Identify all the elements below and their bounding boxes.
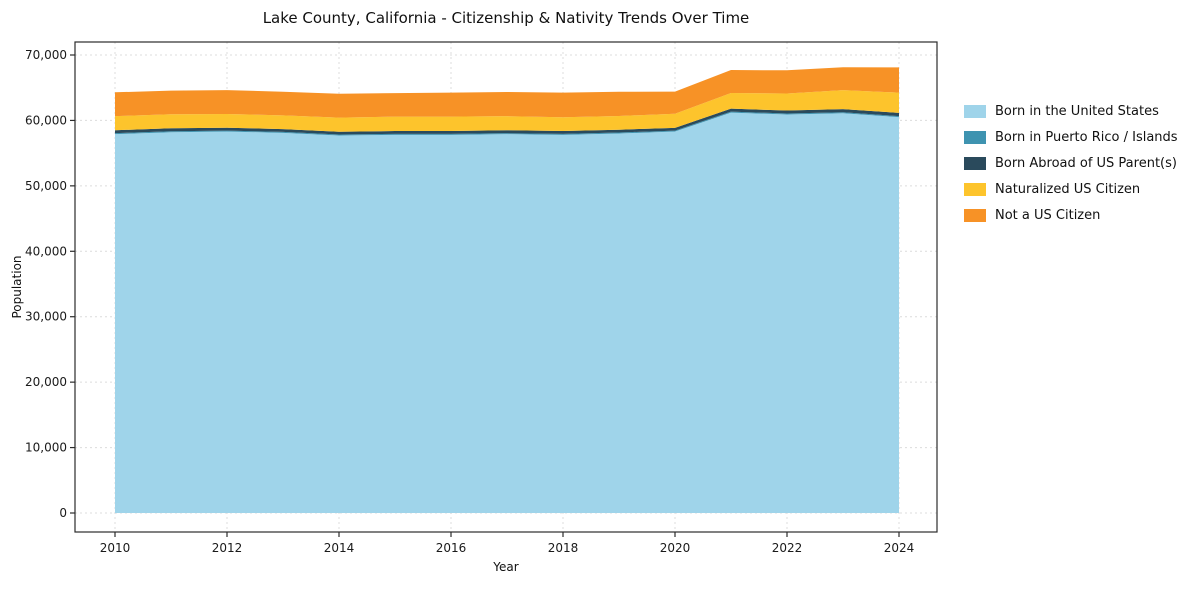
x-tick-label: 2022 <box>772 541 803 555</box>
x-tick-label: 2024 <box>884 541 915 555</box>
y-axis: 0 10,000 20,000 30,000 40,000 50,000 60,000 70,… <box>25 48 75 520</box>
series-area <box>115 67 899 118</box>
stacked-areas <box>115 67 899 513</box>
y-tick-label: 30,000 <box>25 310 67 324</box>
legend-label: Born in the United States <box>995 104 1159 119</box>
y-tick-label: 70,000 <box>25 48 67 62</box>
legend-swatch <box>964 131 986 144</box>
x-tick-label: 2010 <box>100 541 131 555</box>
chart-title: Lake County, California - Citizenship & … <box>262 9 750 27</box>
legend-item: Born in Puerto Rico / Islands <box>964 130 1178 145</box>
x-axis-label: Year <box>493 560 519 574</box>
y-tick-label: 60,000 <box>25 113 67 127</box>
legend-item: Born in the United States <box>964 104 1178 119</box>
legend-label: Naturalized US Citizen <box>995 182 1141 197</box>
x-tick-label: 2018 <box>548 541 579 555</box>
x-axis: 2010 2012 2014 2016 2018 2020 2022 2024 <box>100 532 915 555</box>
y-tick-label: 10,000 <box>25 441 67 455</box>
legend-swatch <box>964 209 986 222</box>
legend-label: Born Abroad of US Parent(s) <box>995 156 1177 171</box>
legend: Born in the United States Born in Puerto … <box>958 100 1184 227</box>
x-tick-label: 2014 <box>324 541 355 555</box>
legend-item: Born Abroad of US Parent(s) <box>964 156 1178 171</box>
plot-border <box>74 41 938 533</box>
series-area <box>115 112 899 513</box>
legend-label: Born in Puerto Rico / Islands <box>995 130 1178 145</box>
y-tick-label: 0 <box>59 506 67 520</box>
x-tick-label: 2016 <box>436 541 467 555</box>
legend-swatch <box>964 105 986 118</box>
legend-item: Not a US Citizen <box>964 208 1178 223</box>
x-tick-label: 2012 <box>212 541 243 555</box>
y-tick-label: 40,000 <box>25 244 67 258</box>
x-tick-label: 2020 <box>660 541 691 555</box>
y-tick-label: 50,000 <box>25 179 67 193</box>
legend-item: Naturalized US Citizen <box>964 182 1178 197</box>
y-tick-label: 20,000 <box>25 375 67 389</box>
legend-swatch <box>964 183 986 196</box>
legend-swatch <box>964 157 986 170</box>
series-area <box>115 108 899 135</box>
legend-label: Not a US Citizen <box>995 208 1101 223</box>
series-area <box>115 90 899 132</box>
